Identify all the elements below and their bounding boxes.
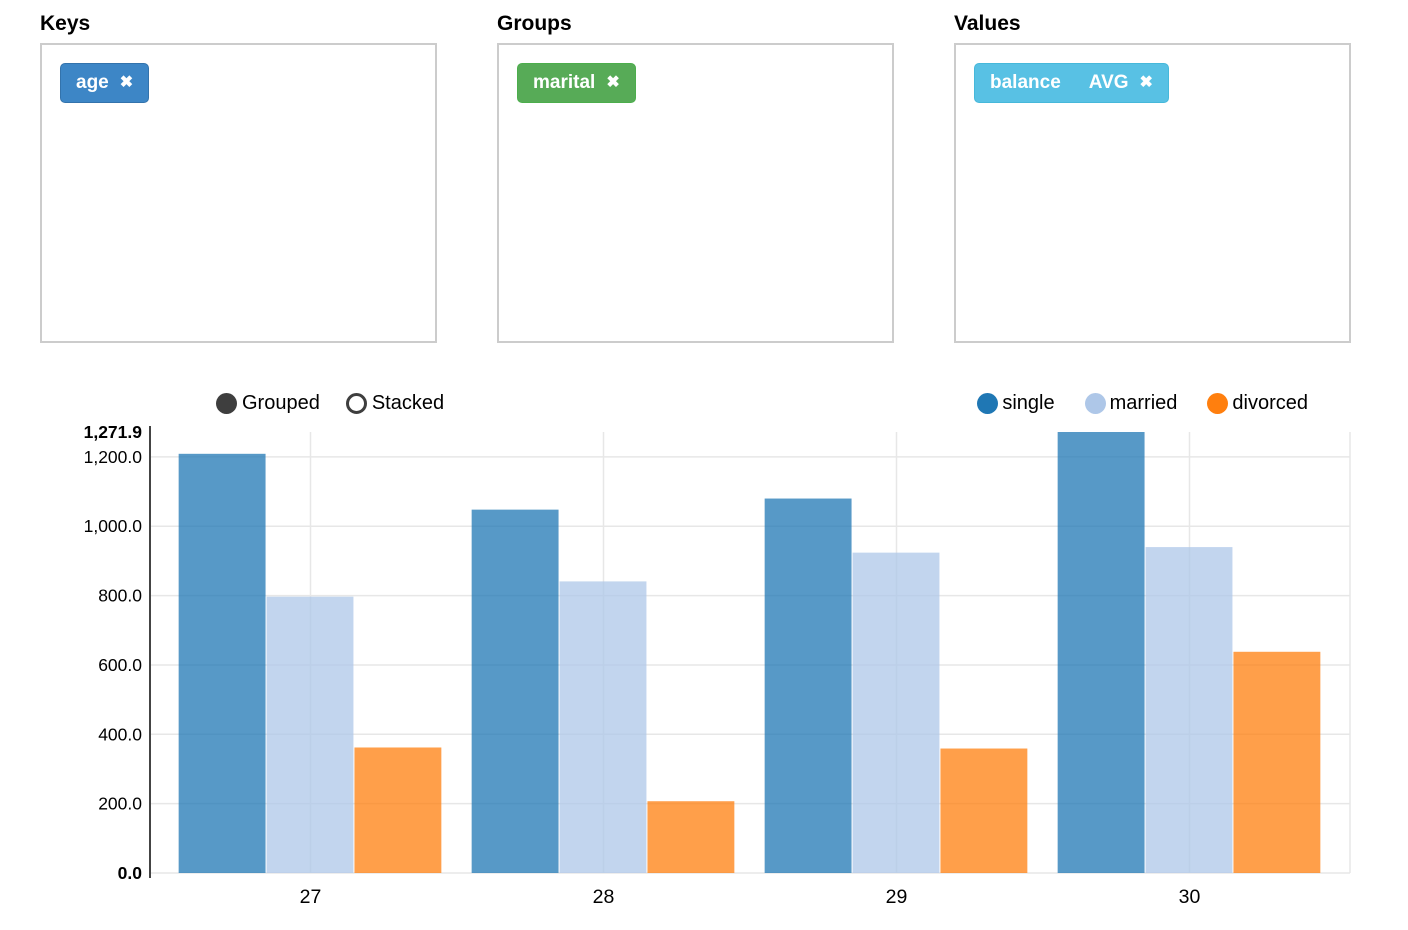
bar-married-30[interactable] [1145,547,1233,873]
chart-legend: single married divorced [977,392,1308,415]
bar-chart: Grouped Stacked single married divorced … [0,370,1408,930]
keys-panel-title: Keys [40,12,91,35]
remove-icon[interactable]: ✖ [119,73,134,91]
y-tick-label: 200.0 [98,794,142,814]
bar-married-28[interactable] [559,581,647,873]
y-tick-label: 1,000.0 [84,516,143,536]
value-tag-aggregate-label: AVG [1088,72,1129,93]
x-tick-label-29: 29 [886,886,908,908]
remove-icon[interactable]: ✖ [606,73,620,91]
values-panel: Values balance AVG ✖ [954,12,1351,343]
groups-panel-title: Groups [497,12,572,35]
groups-panel: Groups marital ✖ [497,12,894,343]
remove-icon[interactable]: ✖ [1139,73,1153,91]
stacked-radio-icon[interactable] [345,393,367,414]
key-tag-age-label: age [76,72,109,93]
bar-divorced-27[interactable] [354,747,442,873]
chart-mode-controls: Grouped Stacked [216,392,444,415]
y-tick-label: 600.0 [98,655,142,675]
value-tag-balance-label: balance [990,72,1061,93]
single-swatch-icon [977,393,999,414]
bar-married-29[interactable] [852,552,940,873]
groups-dropzone[interactable]: marital ✖ [497,43,894,343]
bar-single-28[interactable] [471,509,559,873]
values-dropzone[interactable]: balance AVG ✖ [954,43,1351,343]
grouped-mode-control[interactable]: Grouped [216,392,320,415]
bar-divorced-28[interactable] [647,801,735,873]
stacked-label: Stacked [371,392,445,414]
x-tick-label-30: 30 [1179,886,1201,908]
bar-single-29[interactable] [764,498,852,873]
keys-panel: Keys age ✖ [40,12,437,343]
group-tag-marital[interactable]: marital ✖ [517,63,636,103]
bar-divorced-30[interactable] [1233,651,1321,873]
legend-divorced-label: divorced [1232,392,1308,414]
legend-item-married[interactable]: married [1084,392,1178,415]
grouped-bar-plot: 0.0 200.0 400.0 600.0 800.0 1,000.0 1,200.0 1,2… [84,422,1351,908]
divorced-swatch-icon [1207,393,1229,414]
bar-divorced-29[interactable] [940,748,1028,873]
stacked-mode-control[interactable]: Stacked [345,392,445,415]
grouped-label: Grouped [242,392,320,414]
y-max-label: 1,271.9 [84,422,143,442]
grouped-radio-icon[interactable] [216,393,237,414]
keys-dropzone[interactable]: age ✖ [40,43,437,343]
legend-item-divorced[interactable]: divorced [1207,392,1308,415]
value-tag-balance-avg[interactable]: balance AVG ✖ [974,63,1169,103]
legend-single-label: single [1002,392,1055,414]
legend-married-label: married [1109,392,1178,414]
y-tick-label: 0.0 [118,863,143,883]
bar-single-30[interactable] [1057,432,1145,873]
bar-married-27[interactable] [266,596,354,873]
values-panel-title: Values [954,12,1021,35]
y-tick-label: 1,200.0 [84,447,143,467]
bar-single-27[interactable] [178,453,266,873]
field-panels: Keys age ✖ Groups marital ✖ Values b [40,12,1351,343]
married-swatch-icon [1084,393,1106,414]
x-tick-label-27: 27 [300,886,322,908]
y-tick-label: 400.0 [98,724,142,744]
legend-item-single[interactable]: single [977,392,1055,415]
y-tick-label: 800.0 [98,586,142,606]
key-tag-age[interactable]: age ✖ [60,63,150,103]
x-tick-label-28: 28 [593,886,615,908]
group-tag-marital-label: marital [533,72,596,93]
